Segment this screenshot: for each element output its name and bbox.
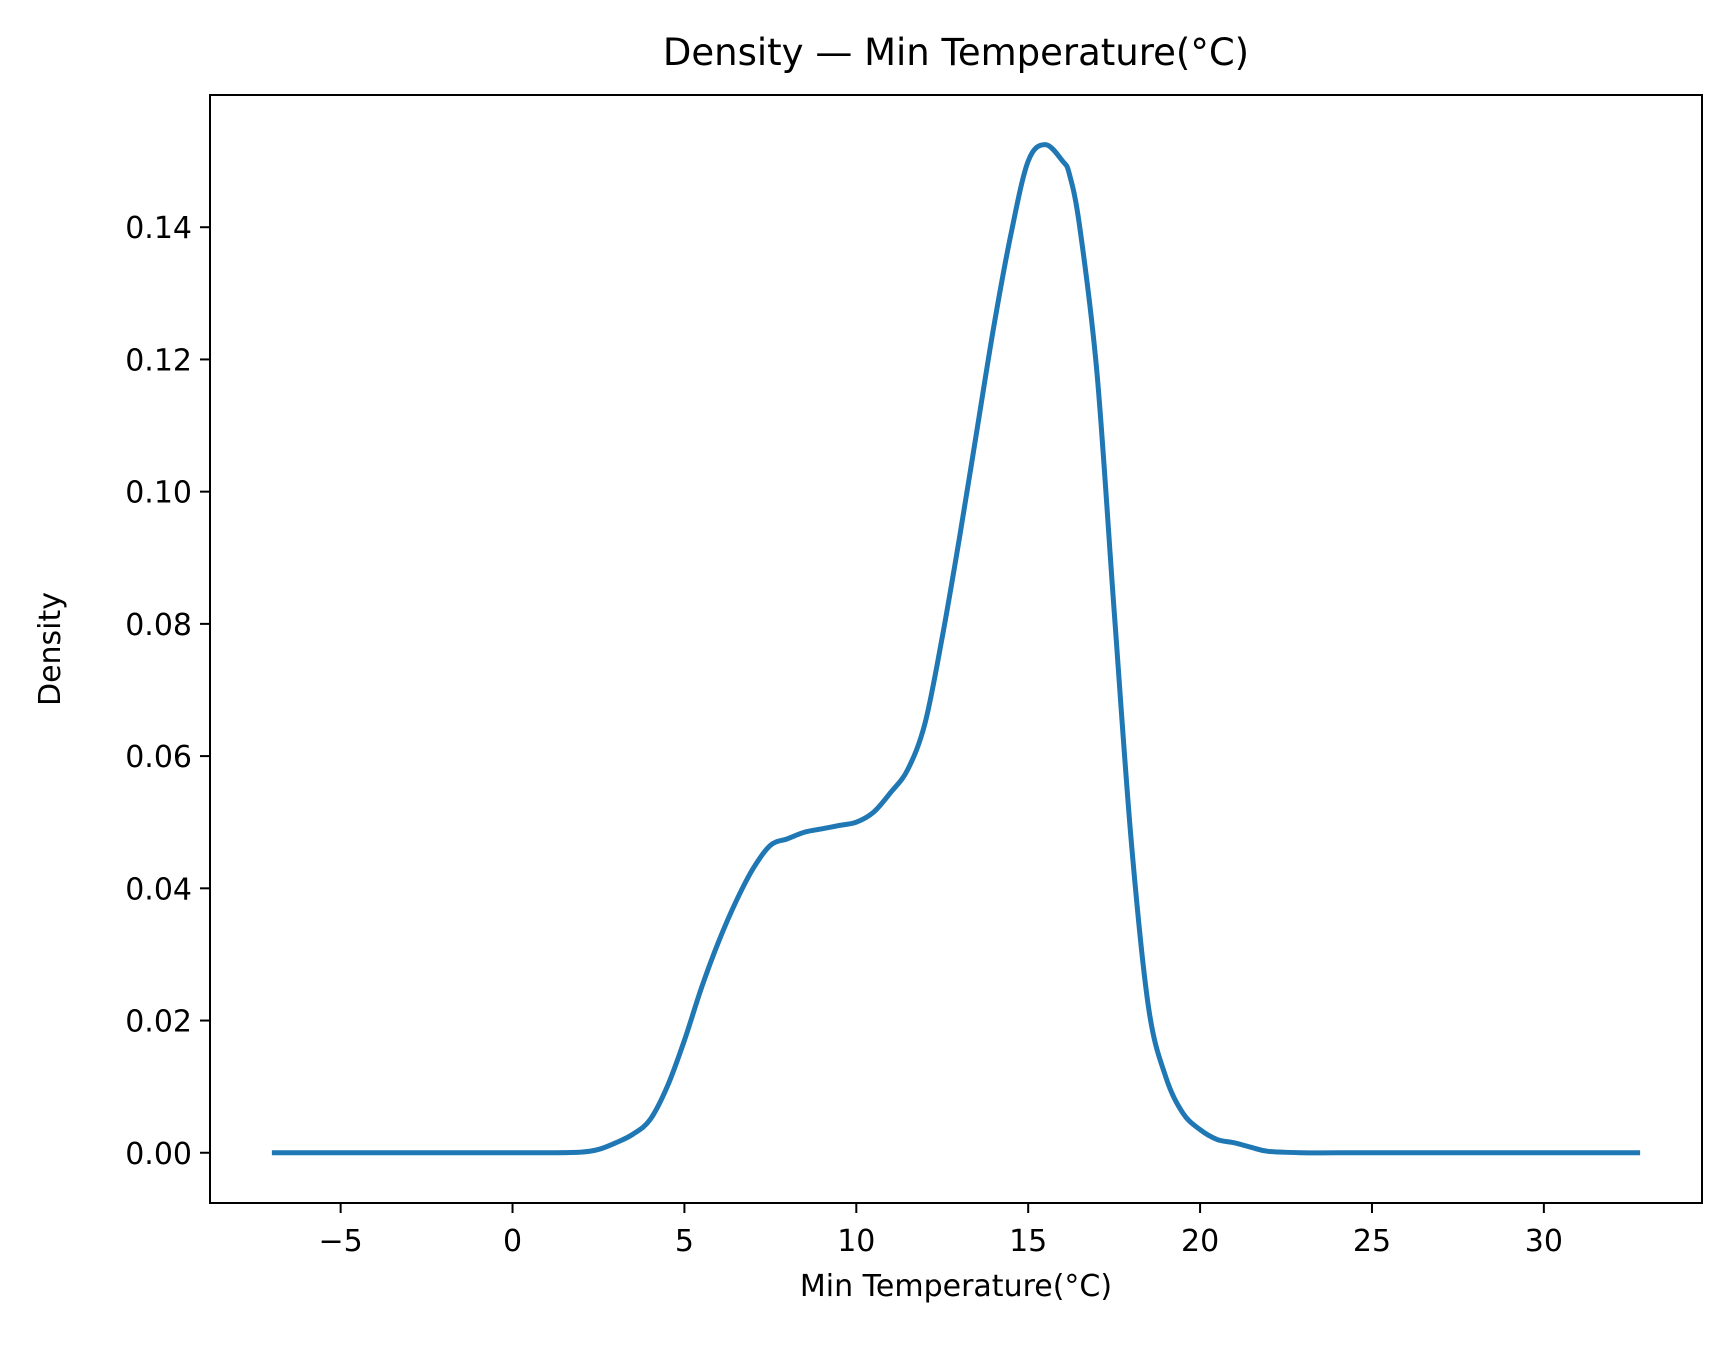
x-tick-label: 30	[1525, 1224, 1563, 1259]
x-tick-label: 20	[1181, 1224, 1219, 1259]
x-tick-label: 5	[675, 1224, 694, 1259]
density-line	[271, 142, 1641, 1156]
y-axis-ticks: 0.00 0.02 0.04 0.06 0.08 0.10 0.12 0.14	[125, 211, 210, 1172]
y-tick-label: 0.10	[125, 476, 192, 511]
y-tick-label: 0.04	[125, 872, 192, 907]
x-tick-label: 15	[1009, 1224, 1047, 1259]
x-tick-label: 10	[837, 1224, 875, 1259]
y-axis-title: Density	[33, 592, 68, 706]
y-tick-label: 0.00	[125, 1137, 192, 1172]
x-axis-title: Min Temperature(°C)	[800, 1269, 1112, 1304]
y-tick-label: 0.14	[125, 211, 192, 246]
y-tick-label: 0.08	[125, 608, 192, 643]
y-tick-label: 0.02	[125, 1005, 192, 1040]
x-tick-label: 25	[1353, 1224, 1391, 1259]
x-tick-label: 0	[503, 1224, 522, 1259]
y-tick-label: 0.12	[125, 343, 192, 378]
series-layer	[271, 142, 1641, 1156]
x-tick-label: −5	[319, 1224, 363, 1259]
chart-title: Density — Min Temperature(°C)	[663, 31, 1249, 74]
y-tick-label: 0.06	[125, 740, 192, 775]
x-axis-ticks: −5 0 5 10 15 20 25 30	[319, 1203, 1563, 1259]
axes-frame	[209, 94, 1703, 1204]
